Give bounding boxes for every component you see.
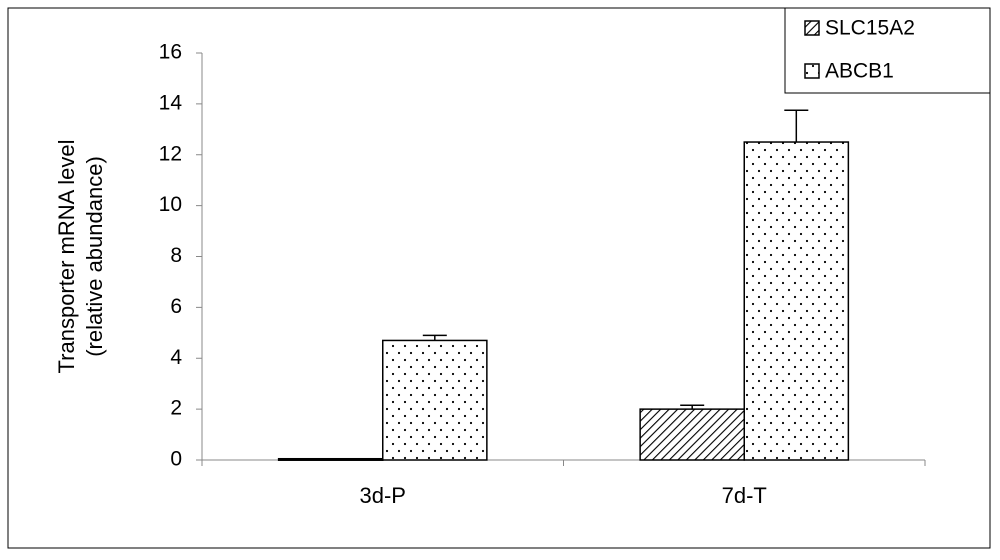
y-tick-label: 12 [159, 142, 182, 165]
legend-swatch [804, 20, 820, 36]
legend-swatch [804, 63, 820, 79]
x-tick-label: 7d-T [722, 483, 767, 508]
y-tick-label: 4 [170, 346, 182, 369]
bar [743, 141, 850, 461]
y-axis-label: (relative abundance) [82, 156, 107, 357]
bar [277, 457, 384, 461]
bar [639, 408, 745, 461]
x-tick-label: 3d-P [360, 483, 406, 508]
chart-border [7, 7, 991, 549]
legend-label: ABCB1 [825, 60, 894, 83]
y-tick-label: 2 [170, 397, 182, 420]
y-tick-label: 8 [170, 244, 182, 267]
legend-label: SLC15A2 [825, 17, 915, 40]
y-tick-label: 10 [159, 193, 182, 216]
y-tick-label: 0 [170, 448, 182, 471]
y-axis-label: Transporter mRNA level [54, 140, 79, 374]
y-tick-label: 16 [159, 41, 182, 64]
y-tick-label: 14 [159, 91, 183, 114]
bar [382, 339, 488, 461]
y-tick-label: 6 [170, 295, 182, 318]
